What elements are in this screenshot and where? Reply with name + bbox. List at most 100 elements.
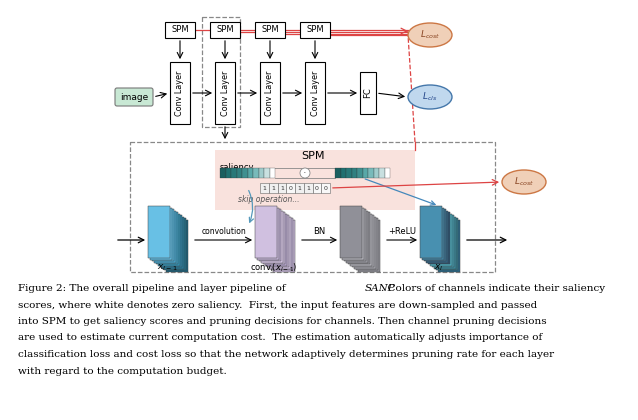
Text: convolution: convolution [201,228,246,236]
FancyBboxPatch shape [300,22,330,38]
Text: SPM: SPM [261,26,279,34]
Text: $x_l$: $x_l$ [434,263,443,273]
Text: 1: 1 [271,186,275,191]
FancyBboxPatch shape [258,168,264,178]
FancyBboxPatch shape [269,168,275,178]
FancyBboxPatch shape [215,62,235,124]
Bar [420,206,442,258]
Bar [432,215,454,267]
Bar [342,207,364,260]
FancyBboxPatch shape [260,62,280,124]
Text: saliency: saliency [220,163,255,173]
FancyBboxPatch shape [322,183,330,193]
Bar [436,218,458,270]
Text: $\mathrm{conv}_l(x_{l-1})$: $\mathrm{conv}_l(x_{l-1})$ [250,262,298,274]
Bar [267,215,289,267]
Bar [261,210,283,262]
Bar [352,215,374,267]
Text: SPM: SPM [306,26,324,34]
Text: Figure 2: The overall pipeline and layer pipeline of: Figure 2: The overall pipeline and layer… [18,284,289,293]
FancyBboxPatch shape [373,168,379,178]
FancyBboxPatch shape [237,168,242,178]
Bar [422,207,444,260]
FancyBboxPatch shape [304,183,313,193]
Bar [350,213,372,265]
Text: SPM: SPM [300,151,324,161]
FancyBboxPatch shape [215,150,415,210]
Circle shape [300,168,310,178]
Bar [354,216,376,268]
Bar [358,220,380,271]
Bar [424,209,446,261]
Text: 1: 1 [306,186,310,191]
FancyArrowPatch shape [365,179,435,205]
Bar [340,206,362,258]
FancyBboxPatch shape [295,183,304,193]
Bar [255,206,277,258]
Text: 0: 0 [315,186,319,191]
FancyBboxPatch shape [362,168,368,178]
FancyBboxPatch shape [286,183,295,193]
FancyBboxPatch shape [242,168,248,178]
Text: are used to estimate current computation cost.  The estimation automatically adj: are used to estimate current computation… [18,333,542,342]
FancyBboxPatch shape [360,72,376,114]
Bar [434,216,456,268]
Bar [265,213,287,265]
FancyBboxPatch shape [352,168,357,178]
FancyBboxPatch shape [346,168,352,178]
Bar [263,212,285,264]
Ellipse shape [408,85,452,109]
Text: FC: FC [364,88,373,98]
FancyBboxPatch shape [220,168,225,178]
Bar [346,210,368,262]
FancyBboxPatch shape [260,183,269,193]
Bar [438,220,460,271]
Text: scores, where white denotes zero saliency.  First, the input features are down-s: scores, where white denotes zero salienc… [18,300,537,310]
FancyBboxPatch shape [385,168,390,178]
Text: into SPM to get saliency scores and pruning decisions for channels. Then channel: into SPM to get saliency scores and prun… [18,317,547,326]
Bar [259,209,281,261]
Text: SPM: SPM [216,26,234,34]
Text: $L_{cls}$: $L_{cls}$ [422,91,438,103]
Bar [257,207,279,260]
FancyBboxPatch shape [231,168,237,178]
Text: $L_{cost}$: $L_{cost}$ [420,29,440,41]
Bar [156,212,178,264]
Bar [162,216,184,268]
FancyArrowPatch shape [249,191,253,222]
Text: with regard to the computation budget.: with regard to the computation budget. [18,367,226,375]
FancyBboxPatch shape [255,22,285,38]
Bar [271,218,293,270]
Text: +ReLU: +ReLU [388,228,416,236]
Text: Conv Layer: Conv Layer [221,70,230,116]
Text: 1: 1 [297,186,301,191]
Text: image: image [120,92,148,102]
Text: $x_{l-1}$: $x_{l-1}$ [157,263,177,273]
Ellipse shape [502,170,546,194]
Bar [273,220,295,271]
FancyBboxPatch shape [210,22,240,38]
FancyBboxPatch shape [368,168,373,178]
Bar [164,218,186,270]
Bar [430,213,452,265]
Bar [344,209,366,261]
FancyBboxPatch shape [115,88,153,106]
Bar [150,207,172,260]
FancyBboxPatch shape [313,183,322,193]
FancyBboxPatch shape [357,168,362,178]
Text: SANP: SANP [364,284,396,293]
FancyBboxPatch shape [341,168,346,178]
Text: Conv Layer: Conv Layer [311,70,320,116]
Text: 0: 0 [288,186,293,191]
Text: 1: 1 [280,186,284,191]
Bar [152,209,174,261]
FancyBboxPatch shape [269,183,278,193]
Bar [348,212,370,264]
FancyBboxPatch shape [170,62,190,124]
FancyBboxPatch shape [165,22,195,38]
Ellipse shape [408,23,452,47]
Text: Conv Layer: Conv Layer [265,70,274,116]
FancyBboxPatch shape [379,168,385,178]
FancyBboxPatch shape [305,62,325,124]
Text: . Colors of channels indicate their saliency: . Colors of channels indicate their sali… [381,284,605,293]
